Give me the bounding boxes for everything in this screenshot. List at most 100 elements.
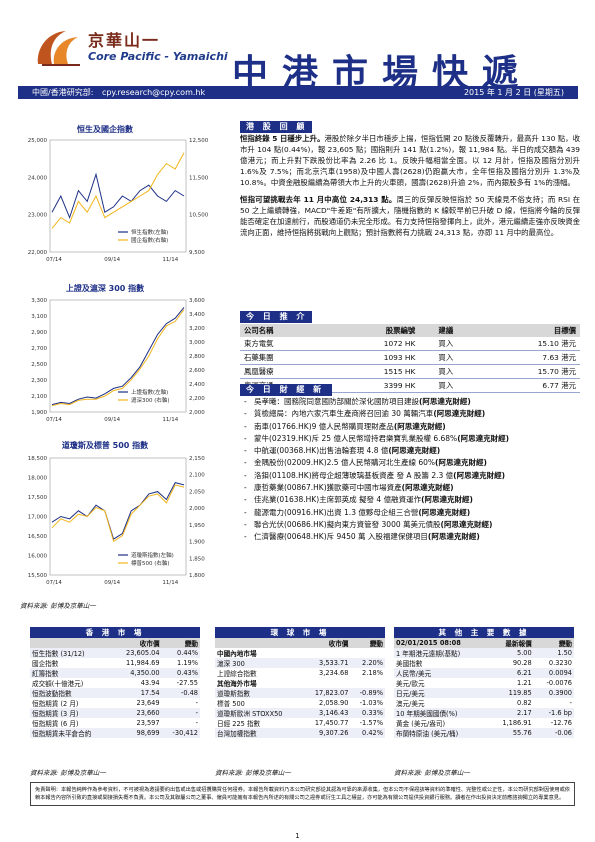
target-price: 15.70 港元: [537, 367, 576, 376]
table-row: 黃金 (美元/盎司) 1,186.91 -12.76: [396, 719, 572, 728]
chart-source-note: 資料來源: 彭博及京華山一: [20, 602, 96, 610]
list-item[interactable]: - 龍源電力(00916.HK)出資 1.3 億夥母企組三合營(阿思達克財經): [244, 507, 471, 517]
rating: 買入: [438, 367, 454, 376]
research-department: 中國/香港研究部:: [32, 88, 94, 97]
rating: 買入: [438, 339, 454, 348]
company-logo-icon: [34, 28, 84, 68]
world-table-source: 資料來源: 彭博及京華山一: [215, 769, 291, 777]
list-item[interactable]: - 吳孝曦：國務院同意國防部關於深化國防項目建設(阿思達克財經): [244, 397, 471, 406]
table-row: 人民幣/美元 6.21 0.0094: [394, 668, 574, 678]
right-tick-label: 2,000: [189, 410, 205, 416]
chart-title-hsi-hscei: 恒生及國企指數: [77, 125, 133, 134]
table-row: 鳳凰醫療 1515 HK 買入 15.70 港元: [240, 365, 580, 379]
section-row: 其他海外市場: [215, 678, 385, 688]
legend-label: 恒生指數(左軸): [131, 228, 168, 236]
stock-code: 3399 HK: [383, 381, 416, 390]
data-timestamp: 02/01/2015 08:08: [394, 638, 489, 648]
column-header: 收市價: [112, 638, 162, 648]
list-item[interactable]: - 蒙牛(02319.HK)斥 25 億人民幣增持君樂寶乳業股權 6.68%(阿思…: [244, 433, 510, 443]
list-item[interactable]: - 聯合光伏(00686.HK)擬向東方資管發 3000 萬美元債股(阿思達克財經…: [244, 519, 493, 529]
left-tick-label: 2,900: [31, 330, 47, 336]
left-tick-label: 2,300: [31, 378, 47, 384]
rating: 買入: [438, 353, 454, 362]
world-market-table: 環 球 市 場 收市價 變動 中國內地市場 滬深 300 3,533.71 2.20…: [215, 627, 385, 738]
left-tick-label: 22,000: [28, 250, 48, 256]
right-tick-label: 10,500: [189, 213, 209, 219]
table-row: 成交額(十億港元) 43.94 -27.55: [32, 679, 198, 688]
legend-label: 國企指數(右軸): [131, 236, 168, 244]
right-tick-label: 2,150: [189, 456, 205, 462]
x-tick-label: 07/14: [46, 580, 62, 586]
legend-label: 上證指數(左軸): [131, 388, 168, 396]
table-row: 上證綜合指數 3,234.68 2.18%: [217, 669, 383, 678]
legend-label: 道瓊斯指數(左軸): [131, 551, 174, 559]
news-section-heading: 港 股 回 顧: [240, 121, 312, 133]
table-row: 澳元/美元 0.82-: [396, 699, 572, 708]
right-tick-label: 2,050: [189, 489, 205, 495]
list-item[interactable]: - 康哲藥業(00867.HK)獲歐藥可中國市場資產(阿思達克財經): [244, 483, 454, 493]
list-item[interactable]: - 中航運(00368.HK)出售油輪套現 4.8 億(阿思達克財經): [244, 446, 441, 456]
column-header: 最新報價: [488, 638, 534, 648]
x-tick-label: 07/14: [46, 257, 62, 263]
table-row: 布蘭特原油 (美元/桶) 55.76 -0.06: [394, 728, 574, 738]
list-item[interactable]: - 南車(01766.HK)9 億人民幣購買理財產品(阿思達克財經): [244, 421, 446, 431]
hsi-hscei-chart: 25,000 24,000 23,000 22,000 12,500 11,500 10,5…: [28, 138, 209, 263]
chart-title-dow-sp500: 道瓊斯及標普 500 指數: [61, 441, 149, 450]
left-tick-label: 18,000: [28, 476, 48, 482]
right-tick-label: 3,600: [189, 298, 205, 304]
list-item[interactable]: - 洛鉬(01108.HK)將母企超薄玻璃基板資產 發 A 股籌 2.3 億(阿思…: [244, 470, 505, 480]
left-tick-label: 3,100: [31, 314, 47, 320]
list-item[interactable]: - 金隅股份(02009.HK)2.5 億人民幣購河北生產線 60%(阿思達克財經…: [244, 458, 487, 468]
table-row: 標普 500 2,058.90 -1.03%: [217, 699, 383, 708]
table-row: 恒指波動指數 17.54 -0.48: [30, 688, 200, 698]
contact-email[interactable]: cpy.research@cpy.com.hk: [101, 88, 206, 97]
table-row: 1 年期港元遠期(基點) 5.00 1.50: [394, 648, 574, 658]
hk-market-table: 香 港 市 場 收市價 變動 恒生指數 (31/12) 23,605.04 0.44…: [30, 627, 200, 738]
review-1-body: 港股於除夕半日市穩步上揚，恒指低開 20 點後反覆轉升，最高升 130 點，收市…: [240, 134, 580, 187]
report-date: 2015 年 1 月 2 日 (星期五): [463, 88, 564, 97]
brand-name-english: Core Pacific - Yamaichi: [88, 50, 228, 63]
table-row: 美國指數 90.28 0.3230: [396, 659, 572, 668]
table-row: 石藥集團 1093 HK 買入 7.63 港元: [240, 351, 580, 365]
review-2-body: 周三的反彈反映恒指於 50 天線見不俗支持；而 RSI 在 50 之上繼續轉強，…: [240, 195, 580, 237]
table-row: 東方電氣 1072 HK 買入 15.10 港元: [240, 337, 580, 351]
hk-table-source: 資料來源: 彭博及京華山一: [30, 769, 106, 777]
right-tick-label: 2,400: [189, 382, 205, 388]
x-tick-label: 11/14: [162, 417, 178, 423]
list-item[interactable]: - 質檢總局：內地六家汽車生產商將召回逾 30 萬輛汽車(阿思達克財經): [244, 409, 486, 419]
stock-code: 1072 HK: [383, 339, 416, 348]
other-table-source: 資料來源: 彭博及京華山一: [394, 769, 470, 777]
right-tick-label: 11,500: [189, 175, 209, 181]
x-tick-label: 11/14: [162, 580, 178, 586]
right-tick-label: 3,000: [189, 340, 205, 346]
table-row: 恒指期貨未平倉合約 98,699 -30,412: [30, 728, 200, 738]
rating: 買入: [438, 381, 454, 390]
list-item[interactable]: - 仁濟醫療(00648.HK)斥 9450 萬 入股福建保健項目(阿思達克財經): [244, 532, 480, 542]
table-header-row: 公司名稱 股票編號 建議 目標價: [240, 324, 580, 337]
table-row: 恒指期貨 (6 月) 23,597-: [32, 719, 198, 728]
right-tick-label: 2,000: [189, 506, 205, 512]
brand-name-chinese: 京華山一: [88, 31, 161, 50]
column-header: 公司名稱: [240, 324, 328, 337]
left-tick-label: 2,100: [31, 394, 47, 400]
left-tick-label: 23,000: [28, 213, 48, 219]
left-tick-label: 16,000: [28, 554, 48, 560]
x-tick-label: 07/14: [46, 417, 62, 423]
review-paragraph-1: 恒指終錄 5 日穩步上升。港股於除夕半日市穩步上揚，恒指低開 20 點後反覆轉升…: [240, 133, 580, 188]
right-tick-label: 1,950: [189, 523, 205, 529]
page-number: 1: [295, 832, 300, 840]
column-header: 股票編號: [327, 324, 420, 337]
left-tick-label: 1,900: [31, 410, 47, 416]
left-tick-label: 17,000: [28, 515, 48, 521]
left-tick-label: 3,300: [31, 298, 47, 304]
table-header-row: 收市價 變動: [30, 638, 200, 648]
column-header: 變動: [350, 638, 385, 648]
left-tick-label: 18,500: [28, 456, 48, 462]
table-row: 道瓊斯歐洲 STOXX50 3,146.43 0.33%: [215, 708, 385, 718]
list-item[interactable]: - 佳兆業(01638.HK)主席郭英成 擬發 4 億融資運作(阿思達克財經): [244, 495, 473, 505]
column-header: 目標價: [472, 324, 580, 337]
table-header-row: 02/01/2015 08:08 最新報價 變動: [394, 638, 574, 648]
right-tick-label: 9,500: [189, 250, 205, 256]
table-row: 恒指期貨 (2 月) 23,649-: [32, 699, 198, 708]
table-row: 恒指期貨 (3 月) 23,660-: [30, 708, 200, 718]
